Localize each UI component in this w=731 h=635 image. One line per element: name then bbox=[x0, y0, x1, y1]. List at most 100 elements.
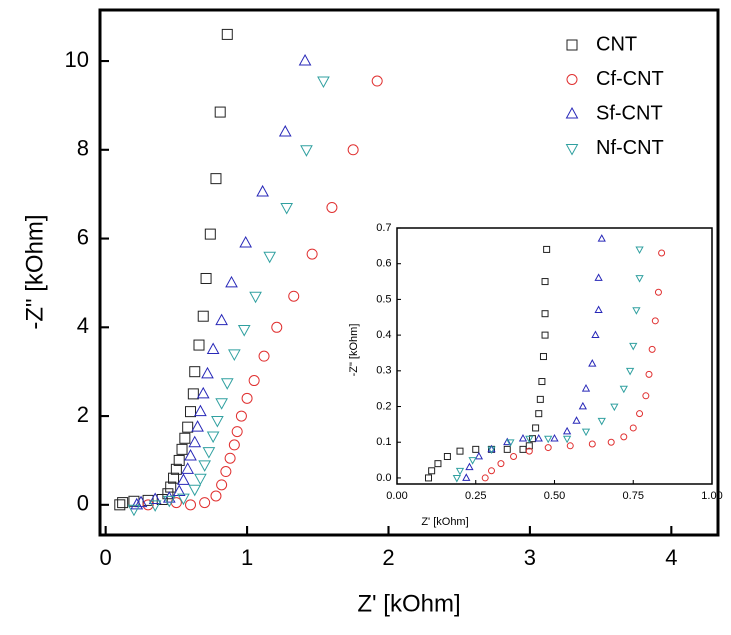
data-point bbox=[550, 434, 559, 442]
y-tick-label: 0.6 bbox=[376, 258, 391, 270]
data-point bbox=[148, 492, 162, 504]
data-point bbox=[544, 435, 553, 444]
data-point bbox=[525, 435, 534, 444]
data-point bbox=[562, 426, 572, 435]
data-point bbox=[258, 350, 270, 362]
x-tick-label: 0 bbox=[100, 545, 112, 570]
data-point bbox=[497, 460, 505, 468]
data-point bbox=[300, 145, 313, 157]
data-point bbox=[597, 234, 606, 242]
data-point bbox=[248, 375, 260, 387]
legend-label: Sf-CNT bbox=[596, 102, 663, 124]
data-point bbox=[588, 359, 597, 367]
data-point bbox=[347, 144, 359, 156]
data-point bbox=[632, 307, 641, 315]
data-point bbox=[117, 497, 129, 509]
data-point bbox=[194, 404, 207, 417]
y-axis-title: -Z" [kOhm] bbox=[348, 324, 360, 377]
data-point bbox=[193, 339, 205, 351]
data-point bbox=[162, 491, 176, 503]
data-point bbox=[177, 473, 190, 485]
data-point bbox=[288, 290, 300, 302]
data-point bbox=[629, 342, 638, 351]
data-point bbox=[434, 460, 442, 468]
data-point bbox=[541, 310, 549, 318]
data-point bbox=[518, 434, 528, 442]
data-point bbox=[317, 76, 330, 89]
data-point bbox=[528, 435, 536, 443]
data-point bbox=[578, 401, 587, 410]
data-point bbox=[184, 448, 197, 461]
data-point bbox=[249, 291, 262, 304]
data-point bbox=[534, 434, 543, 442]
data-point bbox=[114, 499, 126, 511]
data-point bbox=[185, 499, 197, 511]
x-tick-label: 0.50 bbox=[544, 490, 565, 502]
y-tick-label: 0.3 bbox=[376, 365, 391, 377]
y-tick-label: 0.2 bbox=[376, 400, 391, 412]
data-point bbox=[541, 278, 549, 286]
data-point bbox=[326, 201, 338, 213]
data-point bbox=[532, 424, 540, 432]
data-point bbox=[487, 444, 496, 453]
data-point bbox=[597, 417, 606, 426]
data-point bbox=[194, 473, 207, 486]
data-point bbox=[506, 439, 515, 447]
data-point bbox=[588, 440, 596, 448]
y-tick-label: 2 bbox=[77, 402, 89, 427]
data-point bbox=[221, 28, 233, 40]
data-point bbox=[182, 421, 194, 433]
data-point bbox=[196, 386, 210, 399]
data-point bbox=[201, 366, 214, 379]
data-point bbox=[177, 493, 190, 506]
data-point bbox=[202, 447, 216, 459]
data-point bbox=[510, 453, 518, 461]
data-point bbox=[581, 428, 591, 437]
data-point bbox=[544, 444, 552, 452]
data-point bbox=[256, 184, 269, 197]
legend-marker bbox=[566, 39, 578, 51]
data-point bbox=[562, 435, 572, 444]
data-point bbox=[536, 395, 544, 403]
data-point bbox=[481, 474, 489, 482]
legend-label: Cf-CNT bbox=[596, 68, 664, 90]
data-point bbox=[648, 345, 656, 353]
data-point bbox=[231, 426, 243, 438]
data-point bbox=[306, 248, 318, 260]
data-point bbox=[224, 452, 236, 464]
y-tick-label: 0.1 bbox=[376, 436, 391, 448]
data-point bbox=[198, 460, 211, 472]
y-tick-label: 0.7 bbox=[376, 222, 391, 234]
data-point bbox=[625, 367, 635, 376]
data-point bbox=[566, 442, 574, 450]
data-point bbox=[191, 420, 204, 432]
data-point bbox=[239, 235, 253, 248]
data-point bbox=[215, 398, 228, 410]
data-point bbox=[541, 331, 549, 339]
data-point bbox=[488, 467, 495, 475]
data-point bbox=[162, 495, 176, 508]
data-point bbox=[168, 472, 180, 484]
data-point bbox=[220, 466, 232, 478]
data-point bbox=[170, 463, 182, 475]
data-point bbox=[148, 500, 162, 512]
data-point bbox=[543, 245, 551, 253]
data-point bbox=[173, 454, 185, 466]
data-point bbox=[539, 353, 547, 361]
data-point bbox=[142, 499, 154, 511]
data-point bbox=[228, 349, 241, 361]
data-point bbox=[130, 497, 144, 510]
data-point bbox=[210, 173, 222, 185]
y-tick-label: 6 bbox=[77, 224, 89, 249]
data-point bbox=[215, 313, 228, 326]
data-point bbox=[211, 416, 224, 428]
data-point bbox=[594, 273, 603, 281]
data-point bbox=[241, 392, 253, 404]
data-point bbox=[629, 424, 637, 432]
data-point bbox=[187, 388, 199, 400]
data-point bbox=[519, 445, 527, 453]
x-tick-label: 1 bbox=[241, 545, 253, 570]
plot-frame bbox=[98, 8, 720, 537]
data-point bbox=[594, 305, 603, 314]
